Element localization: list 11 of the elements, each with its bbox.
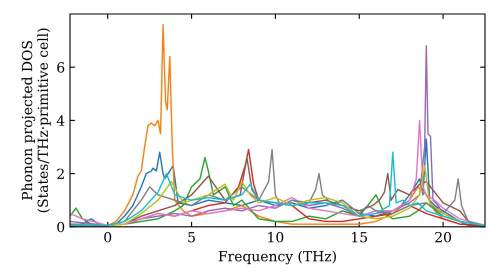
x-tick-label: 15 (352, 232, 368, 242)
y-tick-label: 6 (57, 62, 64, 73)
y-axis-title: Phonon projected DOS (States/THz·primitive cell) (22, 28, 51, 212)
y-tick-label: 0 (57, 222, 64, 232)
x-axis-title: Frequency (THz) (218, 250, 336, 264)
x-tick-label: 20 (435, 232, 451, 242)
x-tick-label: 10 (268, 232, 284, 242)
y-tick-label: 2 (57, 168, 64, 179)
y-tick-label: 4 (56, 115, 64, 126)
x-tick-label: 5 (188, 232, 195, 242)
x-tick-label: 0 (104, 232, 112, 242)
